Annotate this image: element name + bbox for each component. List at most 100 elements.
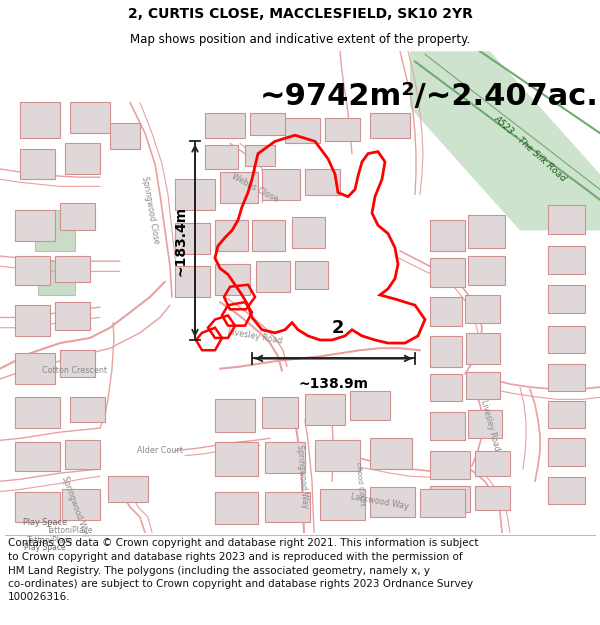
Polygon shape <box>320 489 365 520</box>
Text: 100026316.: 100026316. <box>8 592 71 602</box>
Polygon shape <box>370 438 412 469</box>
Polygon shape <box>370 112 410 138</box>
Text: TattoniPlace: TattoniPlace <box>27 536 73 545</box>
Polygon shape <box>265 442 305 473</box>
Text: HM Land Registry. The polygons (including the associated geometry, namely x, y: HM Land Registry. The polygons (includin… <box>8 566 430 576</box>
Polygon shape <box>475 451 510 476</box>
Polygon shape <box>430 451 470 479</box>
Polygon shape <box>548 246 585 274</box>
Text: 2: 2 <box>332 319 344 337</box>
Polygon shape <box>548 438 585 466</box>
Polygon shape <box>262 169 300 200</box>
Polygon shape <box>265 491 310 522</box>
Text: ~138.9m: ~138.9m <box>299 377 368 391</box>
Text: co-ordinates) are subject to Crown copyright and database rights 2023 Ordnance S: co-ordinates) are subject to Crown copyr… <box>8 579 473 589</box>
Polygon shape <box>62 489 100 520</box>
Polygon shape <box>292 217 325 248</box>
Polygon shape <box>15 491 60 522</box>
Polygon shape <box>60 202 95 231</box>
Polygon shape <box>15 442 60 471</box>
Polygon shape <box>215 442 258 476</box>
Polygon shape <box>305 394 345 425</box>
Text: TattoniPlace: TattoniPlace <box>47 526 93 535</box>
Polygon shape <box>110 123 140 149</box>
Polygon shape <box>475 486 510 510</box>
Text: Cotton Crescent: Cotton Crescent <box>43 366 107 375</box>
Polygon shape <box>548 285 585 313</box>
Polygon shape <box>70 398 105 422</box>
Polygon shape <box>55 302 90 330</box>
Polygon shape <box>430 374 462 401</box>
Text: Larkwood Way: Larkwood Way <box>350 492 410 511</box>
Polygon shape <box>215 399 255 432</box>
Polygon shape <box>35 210 75 251</box>
Polygon shape <box>420 489 465 517</box>
Polygon shape <box>65 143 100 174</box>
Polygon shape <box>20 102 60 138</box>
Text: cRood Court: cRood Court <box>355 461 365 506</box>
Polygon shape <box>38 261 75 295</box>
Text: Livesley Road: Livesley Road <box>227 327 283 345</box>
Polygon shape <box>465 295 500 322</box>
Text: to Crown copyright and database rights 2023 and is reproduced with the permissio: to Crown copyright and database rights 2… <box>8 552 463 562</box>
Polygon shape <box>548 205 585 234</box>
Polygon shape <box>548 401 585 428</box>
Polygon shape <box>70 102 110 133</box>
Text: Alder Court: Alder Court <box>137 446 183 455</box>
Polygon shape <box>65 441 100 469</box>
Polygon shape <box>220 172 258 202</box>
Polygon shape <box>20 149 55 179</box>
Polygon shape <box>295 261 328 289</box>
Polygon shape <box>430 412 465 441</box>
Polygon shape <box>350 391 390 420</box>
Polygon shape <box>548 478 585 504</box>
Polygon shape <box>466 333 500 364</box>
Polygon shape <box>305 169 340 194</box>
Text: Play Space: Play Space <box>23 518 67 527</box>
Text: Contains OS data © Crown copyright and database right 2021. This information is : Contains OS data © Crown copyright and d… <box>8 539 479 549</box>
Polygon shape <box>370 488 415 517</box>
Polygon shape <box>256 261 290 292</box>
Polygon shape <box>325 118 360 141</box>
Polygon shape <box>430 297 462 326</box>
Polygon shape <box>466 372 500 399</box>
Text: ~9742m²/~2.407ac.: ~9742m²/~2.407ac. <box>260 82 599 111</box>
Polygon shape <box>468 256 505 285</box>
Polygon shape <box>245 146 275 166</box>
Polygon shape <box>55 256 90 282</box>
Polygon shape <box>60 350 95 377</box>
Text: Play Space: Play Space <box>24 543 66 552</box>
Polygon shape <box>262 398 298 428</box>
Polygon shape <box>205 146 238 169</box>
Polygon shape <box>215 220 248 251</box>
Text: Livesley Road: Livesley Road <box>479 398 501 452</box>
Text: Map shows position and indicative extent of the property.: Map shows position and indicative extent… <box>130 34 470 46</box>
Polygon shape <box>108 476 148 502</box>
Polygon shape <box>215 491 258 524</box>
Polygon shape <box>430 486 470 512</box>
Polygon shape <box>175 223 210 254</box>
Polygon shape <box>15 305 50 336</box>
Polygon shape <box>468 215 505 248</box>
Polygon shape <box>285 118 320 143</box>
Polygon shape <box>15 398 60 428</box>
Text: Springwood Close: Springwood Close <box>140 176 160 244</box>
Text: A523 - The Silk Road: A523 - The Silk Road <box>492 114 568 183</box>
Polygon shape <box>315 441 360 471</box>
Text: Springwood Way: Springwood Way <box>295 444 309 508</box>
Polygon shape <box>548 364 585 391</box>
Polygon shape <box>548 326 585 353</box>
Polygon shape <box>15 256 50 285</box>
Polygon shape <box>252 220 285 251</box>
Polygon shape <box>410 51 600 231</box>
Polygon shape <box>430 220 465 251</box>
Text: ~183.4m: ~183.4m <box>173 206 187 276</box>
Text: Springwood Way: Springwood Way <box>60 476 90 539</box>
Polygon shape <box>250 112 285 135</box>
Polygon shape <box>215 264 250 295</box>
Polygon shape <box>205 112 245 138</box>
Polygon shape <box>468 409 502 438</box>
Polygon shape <box>175 179 215 210</box>
Polygon shape <box>15 353 55 384</box>
Polygon shape <box>430 336 462 367</box>
